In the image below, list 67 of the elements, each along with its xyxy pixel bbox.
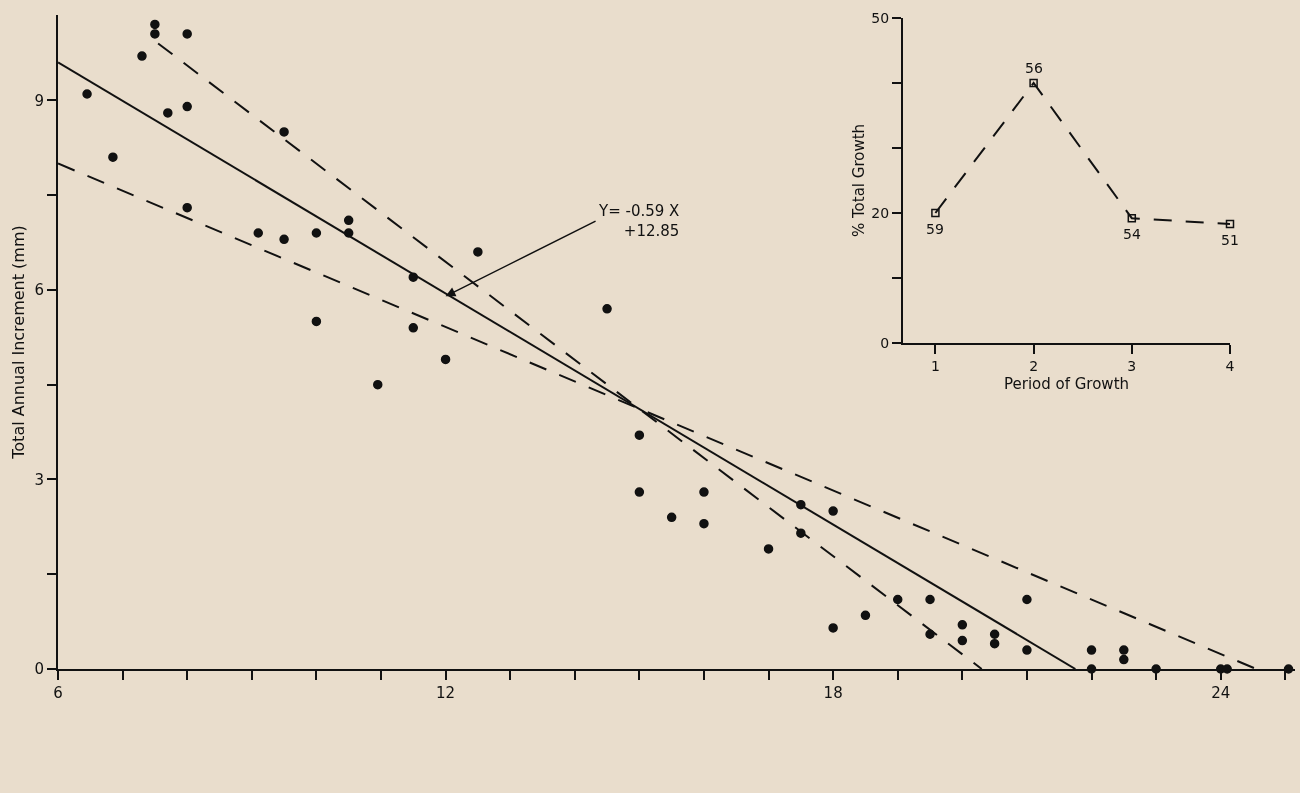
point [989,629,1000,639]
point [931,208,940,218]
annotation: 51 [1221,232,1239,248]
point [473,247,483,257]
point [1127,213,1137,223]
x-tick-label: 3 [1127,357,1137,374]
point [892,594,903,605]
point [1029,78,1038,88]
point [163,108,173,118]
point [279,127,289,137]
y-tick-label: 50 [871,9,890,26]
annotation: Y= -0.59 X +12.85 [598,202,680,240]
y-tick-label: 0 [880,334,890,351]
point [373,379,383,390]
point [602,304,612,314]
x-tick-label: 18 [823,684,843,702]
point [82,89,92,99]
point [150,29,160,39]
point [440,354,451,365]
point [150,19,160,30]
point [311,316,322,327]
y-tick-label: 0 [34,660,44,679]
y-axis-title: % Total Growth [850,123,868,238]
y-tick-label: 20 [871,204,890,221]
point [860,610,871,621]
point [1022,594,1032,605]
point [828,506,838,516]
point [699,518,709,529]
point [666,512,677,523]
point [634,430,645,440]
point [957,620,968,630]
point [1225,219,1235,229]
x-tick-label: 6 [53,684,63,702]
annotation: 56 [1025,60,1043,76]
y-tick-label: 6 [34,281,44,300]
x-tick-label: 24 [1211,684,1231,702]
annotation: 59 [926,221,944,237]
point [182,202,192,213]
y-tick-label: 9 [34,91,44,110]
annotation: 54 [1123,226,1141,242]
point [699,487,709,497]
point [253,228,263,238]
point [408,323,419,333]
point [1119,654,1129,665]
y-axis-title: Total Annual Increment (mm) [8,225,28,460]
point [182,101,192,112]
point [1119,645,1129,655]
point [634,487,645,497]
y-tick-label: 3 [34,470,44,489]
point [311,228,322,238]
x-tick-label: 12 [436,684,456,702]
point [279,234,289,245]
point [108,152,118,162]
point [182,29,192,39]
x-tick-label: 1 [930,357,940,374]
point [763,544,774,554]
point [1022,645,1032,655]
point [957,635,968,646]
point [1086,645,1097,655]
point [989,638,1000,649]
point [343,215,354,226]
point [828,623,838,633]
x-tick-label: 4 [1225,357,1235,374]
x-tick-label: 2 [1029,357,1039,374]
x-axis-title: Period of Growth [1003,375,1130,394]
point [137,51,147,61]
point [925,594,935,605]
